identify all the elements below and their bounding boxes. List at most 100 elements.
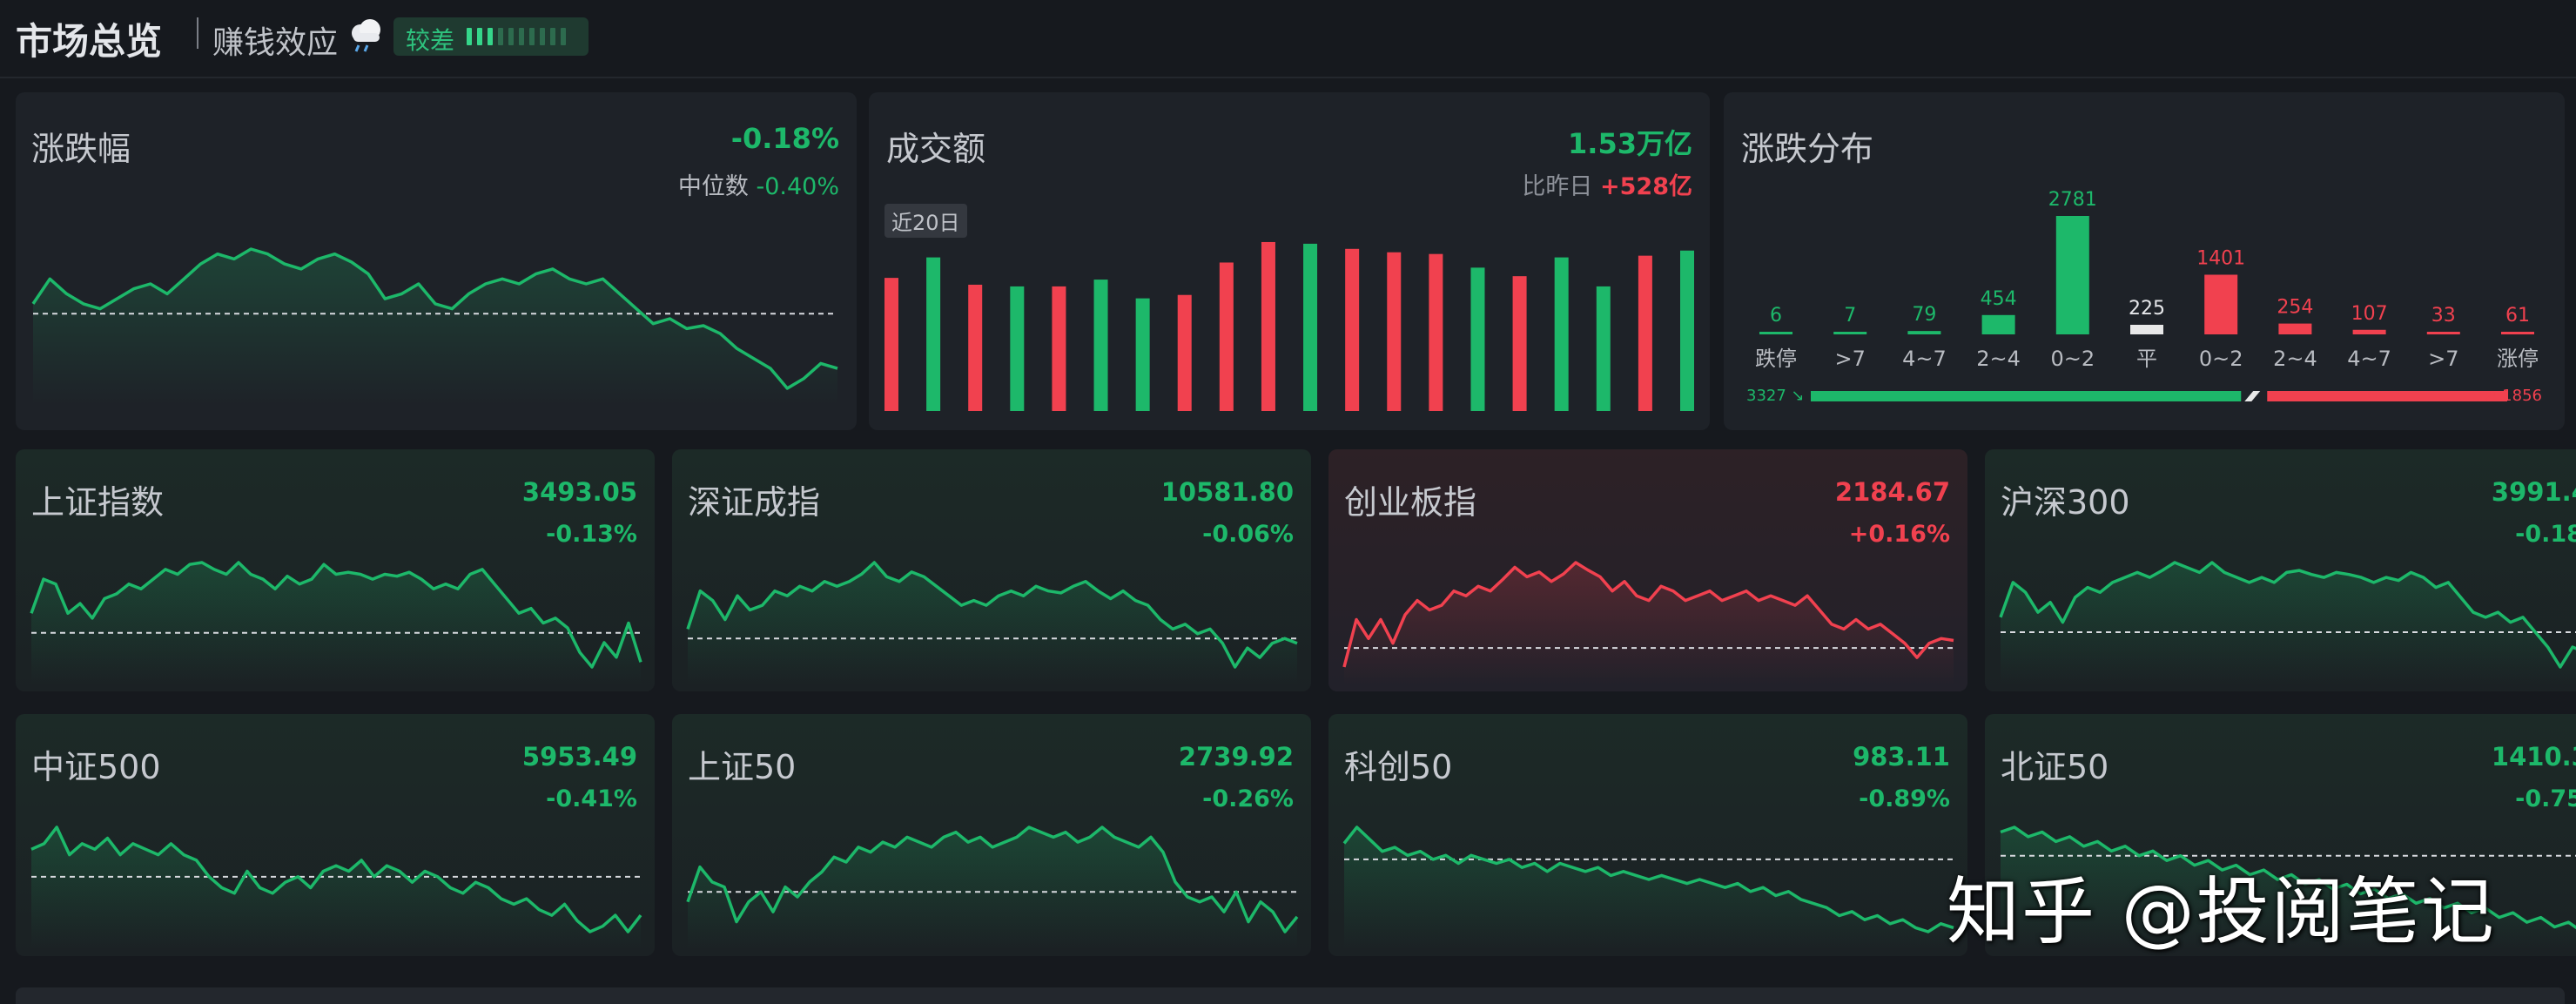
down-total: 3327 ↘ [1746,387,1805,405]
compare-label: 比昨日 [1522,173,1593,200]
index-card-7[interactable]: 科创50 983.11 -0.89% [1328,714,1967,956]
index-name: 中证500 [31,748,161,786]
badge-level-bars [467,28,566,45]
line-area [688,563,1297,684]
line-area [33,249,837,406]
distribution-panel[interactable]: 涨跌分布 6 跌停 7 >7 79 4~7 454 2~4 2781 0~2 225 平 1401 0~2… [1724,92,2565,430]
index-value: 5953.49 [521,742,637,772]
index-line-chart [1342,825,1954,949]
index-line-chart [30,561,642,684]
price-line [31,247,838,390]
volume-bar [1177,294,1192,411]
line-area [2001,563,2576,684]
volume-bar [968,284,983,411]
distribution-bar-chart: 6 跌停 7 >7 79 4~7 454 2~4 2781 0~2 225 平 1401 0~2 254 2~… [1746,189,2542,405]
change-line-chart [31,247,838,406]
price-line [686,561,1298,669]
line-area [688,827,1297,949]
title-divider [197,17,198,49]
price-line [30,825,642,933]
index-line-chart [2000,825,2576,949]
badge-level-segment [477,28,482,45]
index-card-3[interactable]: 创业板指 2184.67 +0.16% [1328,449,1967,691]
distribution-bar [1981,314,2015,334]
index-change: -0.89% [1859,785,1950,812]
price-line [1342,825,1954,933]
index-change: -0.18% [2515,521,2576,548]
watermark: 知乎 @投阅笔记 [1947,869,2496,954]
median-label: 中位数 [677,173,749,200]
money-effect-badge: 较差 [393,17,589,56]
volume-bar [1303,243,1318,411]
bucket-label: 2~4 [1976,347,2021,371]
change-panel-title: 涨跌幅 [31,130,131,168]
index-value: 3991.40 [2491,477,2576,507]
volume-bar [884,278,898,411]
distribution-bar [2426,332,2460,334]
badge-label: 较差 [406,26,455,55]
index-value: 2739.92 [1178,742,1294,772]
cloud-icon [352,19,380,52]
bucket-count: 454 [1981,288,2017,310]
line-area [2001,827,2576,949]
index-line-chart [30,825,642,949]
volume-bar [1638,255,1652,411]
volume-bar [1093,280,1108,411]
page-title: 市场总览 [16,20,163,63]
volume-bar [1512,276,1527,411]
index-name: 深证成指 [688,483,821,522]
compare-value: +528亿 [1600,173,1692,200]
bucket-count: 7 [1844,305,1856,327]
badge-level-segment [540,28,545,45]
index-card-2[interactable]: 深证成指 10581.80 -0.06% [672,449,1311,691]
volume-bar [926,257,941,411]
index-card-4[interactable]: 沪深300 3991.40 -0.18% [1985,449,2576,691]
volume-bar [1010,286,1025,411]
volume-bar [1680,250,1694,411]
index-card-5[interactable]: 中证500 5953.49 -0.41% [16,714,655,956]
bucket-label: >7 [1835,347,1866,371]
bucket-label: 0~2 [2050,347,2095,371]
bucket-label: 4~7 [1902,347,1947,371]
line-area [31,563,641,684]
index-change: -0.26% [1202,785,1294,812]
index-card-8[interactable]: 北证50 1410.36 -0.75% [1985,714,2576,956]
index-name: 沪深300 [2001,483,2130,522]
index-line-chart [686,825,1299,949]
index-change: -0.13% [546,521,637,548]
index-value: 2184.67 [1834,477,1950,507]
money-effect-label: 赚钱效应 [212,25,339,61]
volume-panel-title: 成交额 [886,130,986,168]
bucket-count: 254 [2277,297,2313,319]
distribution-bar [2130,324,2163,334]
line-area [1344,827,1954,949]
bucket-count: 107 [2351,303,2388,325]
flat-ratio-mark [2244,391,2261,401]
distribution-bar [2352,329,2386,334]
index-value: 983.11 [1853,742,1950,772]
change-value: -0.18% [730,122,839,155]
bucket-count: 2781 [2048,189,2097,211]
index-card-6[interactable]: 上证50 2739.92 -0.26% [672,714,1311,956]
bucket-label: 平 [2136,347,2157,371]
volume-bar [1554,257,1569,411]
index-card-1[interactable]: 上证指数 3493.05 -0.13% [16,449,655,691]
volume-bar [1596,286,1611,411]
volume-panel[interactable]: 成交额 1.53万亿 比昨日 +528亿 近20日 [869,92,1710,430]
header-divider [0,77,2576,78]
price-line [2000,825,2576,930]
up-total: ↗ 1856 [2484,387,2542,405]
price-line [1342,561,1954,668]
bucket-label: 4~7 [2347,347,2391,371]
index-name: 上证指数 [31,483,165,522]
index-name: 上证50 [688,748,797,786]
volume-compare-row: 比昨日 +528亿 [1522,167,1692,201]
distribution-bar [2501,332,2534,334]
bucket-label: 涨停 [2497,347,2539,371]
bucket-label: >7 [2428,347,2458,371]
change-panel[interactable]: 涨跌幅 -0.18% 中位数 -0.40% [16,92,857,430]
badge-level-segment [498,28,503,45]
index-name: 创业板指 [1344,483,1477,522]
price-line [686,825,1299,933]
range-tag[interactable]: 近20日 [884,204,967,238]
